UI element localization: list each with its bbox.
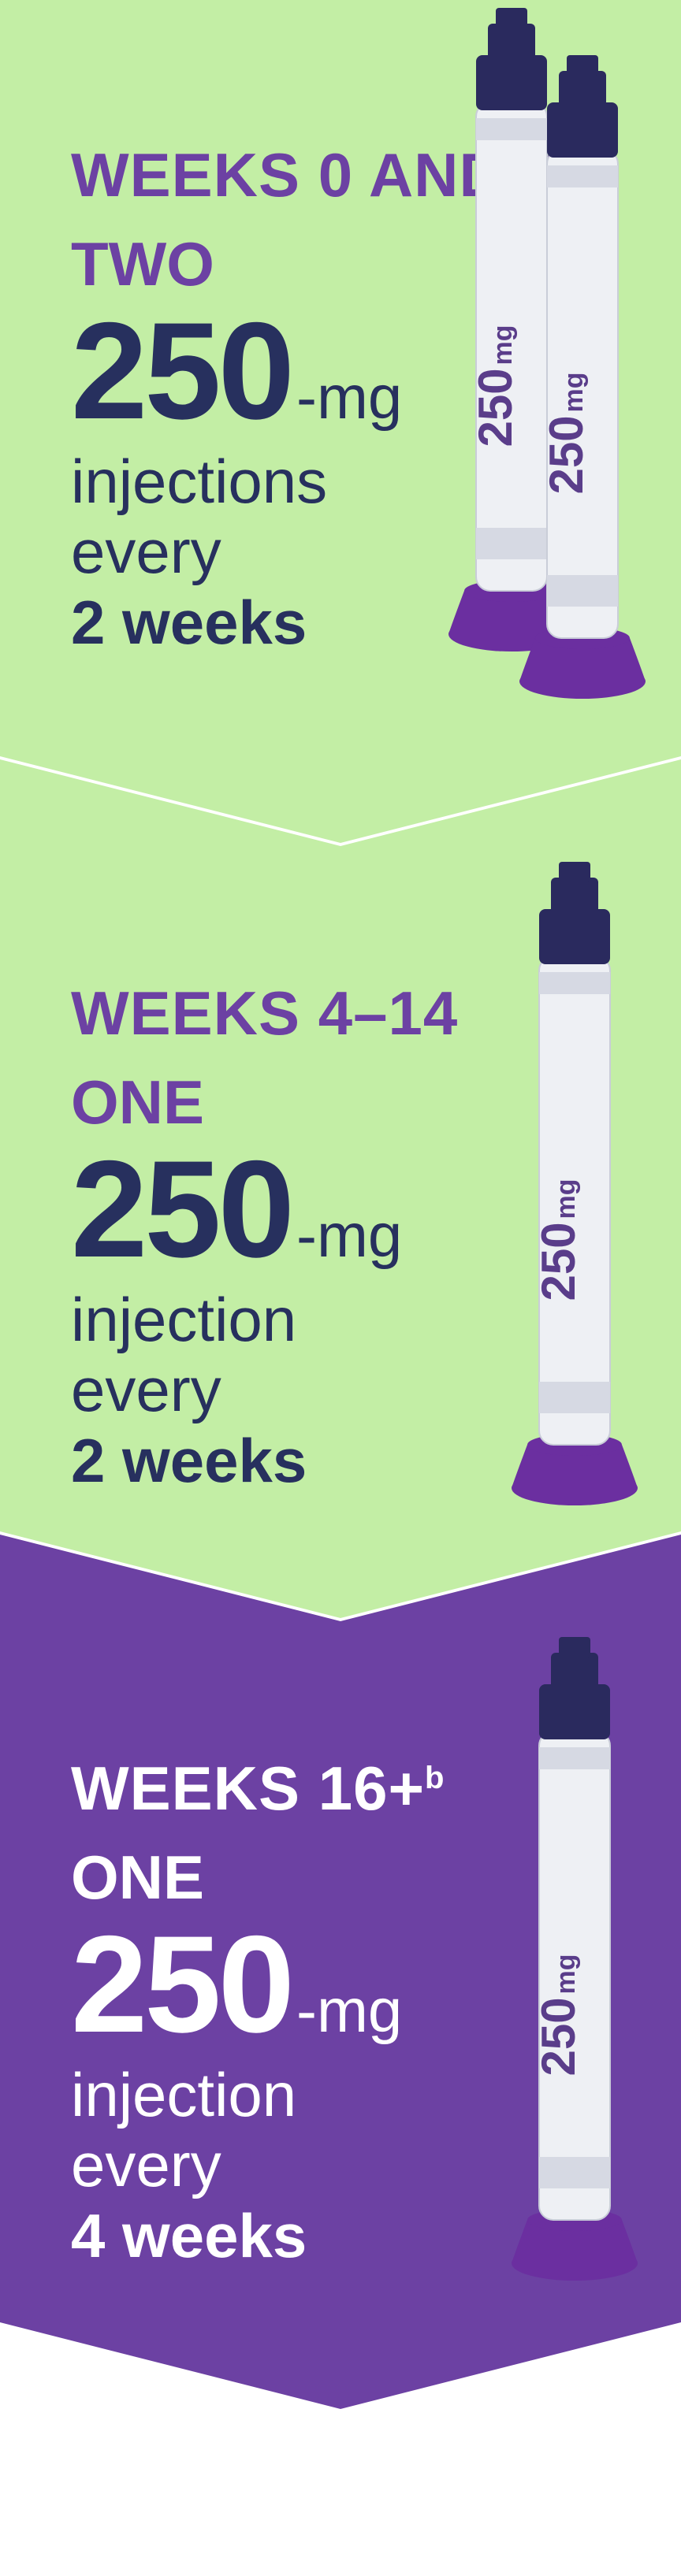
dose-number: 250 — [71, 1141, 292, 1279]
dosing-panel-p3: WEEKS 16+b ONE 250 -mg injectionevery4 w… — [0, 1535, 681, 2409]
dose-number: 250 — [71, 303, 292, 440]
pen-illustration-group: 250mg — [445, 846, 649, 1516]
dose-unit: -mg — [296, 1204, 402, 1266]
pen-icon: 250mg — [515, 55, 649, 705]
dosing-panel-p2: WEEKS 4–14 ONE 250 -mg injectionevery2 w… — [0, 759, 681, 1618]
dose-unit: -mg — [296, 1980, 402, 2041]
dosing-panel-p1: WEEKS 0 AND 2a TWO 250 -mg injectionseve… — [0, 0, 681, 843]
pen-illustration-group: 250mg 250mg — [445, 8, 649, 677]
dose-unit: -mg — [296, 366, 402, 428]
pen-icon: 250mg — [508, 862, 642, 1512]
pen-illustration-group: 250mg — [445, 1621, 649, 2291]
dose-number: 250 — [71, 1916, 292, 2054]
pen-icon: 250mg — [508, 1637, 642, 2287]
